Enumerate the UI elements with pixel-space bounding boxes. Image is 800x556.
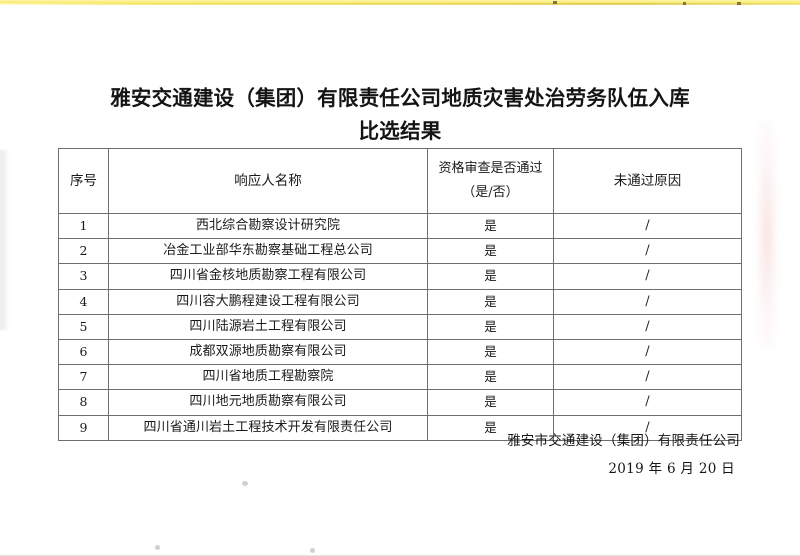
cell-serial-number: 1 <box>58 212 109 240</box>
cell-failure-reason: / <box>553 212 742 240</box>
page-title: 雅安交通建设（集团）有限责任公司地质灾害处治劳务队伍入库 比选结果 <box>70 82 730 148</box>
scan-artifact-top-strip <box>0 0 800 5</box>
page-title-line-1: 雅安交通建设（集团）有限责任公司地质灾害处治劳务队伍入库 <box>110 86 690 110</box>
cell-serial-number: 3 <box>58 263 109 290</box>
scan-artifact-dot <box>242 481 248 486</box>
signature-company-name: 雅安市交通建设（集团）有限责任公司 <box>507 433 740 449</box>
cell-serial-number: 4 <box>58 288 109 315</box>
cell-qualification-passed: 是 <box>427 364 554 391</box>
cell-failure-reason: / <box>553 389 742 416</box>
scan-artifact-speck <box>683 2 686 5</box>
cell-qualification-passed: 是 <box>427 414 554 441</box>
cell-respondent-name: 四川省金核地质勘察工程有限公司 <box>108 263 428 290</box>
table-row: 7 四川省地质工程勘察院 是 / <box>58 364 742 391</box>
cell-respondent-name: 四川省通川岩土工程技术开发有限责任公司 <box>108 414 428 441</box>
column-header-qualification-passed: 资格审查是否通过 （是/否） <box>427 148 554 214</box>
table-header-row: 序号 响应人名称 资格审查是否通过 （是/否） 未通过原因 <box>58 148 742 214</box>
table-header: 序号 响应人名称 资格审查是否通过 （是/否） 未通过原因 <box>58 148 742 214</box>
cell-respondent-name: 成都双源地质勘察有限公司 <box>108 339 428 366</box>
table-row: 4 四川容大鹏程建设工程有限公司 是 / <box>58 288 742 315</box>
cell-respondent-name: 四川省地质工程勘察院 <box>108 364 428 391</box>
column-header-qualification-passed-line-1: 资格审查是否通过 <box>438 161 543 176</box>
column-header-serial-number: 序号 <box>58 148 109 214</box>
cell-respondent-name: 四川容大鹏程建设工程有限公司 <box>108 288 428 315</box>
cell-serial-number: 2 <box>58 238 109 265</box>
cell-respondent-name: 冶金工业部华东勘察基础工程总公司 <box>108 238 428 265</box>
table-row: 1 西北综合勘察设计研究院 是 / <box>58 212 742 240</box>
cell-respondent-name: 西北综合勘察设计研究院 <box>108 212 428 240</box>
cell-failure-reason: / <box>553 364 742 391</box>
cell-failure-reason: / <box>553 339 742 366</box>
bid-result-table: 序号 响应人名称 资格审查是否通过 （是/否） 未通过原因 1 西北综合勘察设计… <box>58 148 742 441</box>
cell-qualification-passed: 是 <box>427 339 554 366</box>
cell-failure-reason: / <box>553 263 742 290</box>
cell-serial-number: 6 <box>58 339 109 366</box>
scan-artifact-right-smudge <box>756 120 778 350</box>
cell-serial-number: 7 <box>58 364 109 391</box>
cell-serial-number: 8 <box>58 389 109 416</box>
signature-date: 2019 年 6 月 20 日 <box>608 461 735 477</box>
scan-artifact-speck <box>553 1 557 4</box>
cell-respondent-name: 四川地元地质勘察有限公司 <box>108 389 428 416</box>
cell-qualification-passed: 是 <box>427 389 554 416</box>
cell-failure-reason: / <box>553 313 742 341</box>
table-row: 8 四川地元地质勘察有限公司 是 / <box>58 389 742 416</box>
cell-qualification-passed: 是 <box>427 288 554 315</box>
scan-artifact-left-smudge <box>0 150 10 330</box>
cell-serial-number: 9 <box>58 414 109 441</box>
cell-serial-number: 5 <box>58 313 109 341</box>
scan-artifact-dot <box>310 548 315 553</box>
page-title-line-2: 比选结果 <box>358 119 442 143</box>
cell-failure-reason: / <box>553 238 742 265</box>
cell-qualification-passed: 是 <box>427 212 554 240</box>
column-header-failure-reason: 未通过原因 <box>553 148 742 214</box>
column-header-respondent-name: 响应人名称 <box>108 148 428 214</box>
cell-qualification-passed: 是 <box>427 238 554 265</box>
cell-failure-reason: / <box>553 288 742 315</box>
scan-artifact-dot <box>155 545 160 550</box>
table-row: 5 四川陆源岩土工程有限公司 是 / <box>58 313 742 341</box>
table-row: 2 冶金工业部华东勘察基础工程总公司 是 / <box>58 238 742 265</box>
column-header-qualification-passed-line-2: （是/否） <box>462 185 519 200</box>
table-row: 3 四川省金核地质勘察工程有限公司 是 / <box>58 263 742 290</box>
cell-failure-reason: / <box>553 414 742 441</box>
table-body: 1 西北综合勘察设计研究院 是 / 2 冶金工业部华东勘察基础工程总公司 是 /… <box>58 212 742 441</box>
cell-qualification-passed: 是 <box>427 263 554 290</box>
table-row: 6 成都双源地质勘察有限公司 是 / <box>58 339 742 366</box>
scan-artifact-speck <box>737 2 741 5</box>
cell-respondent-name: 四川陆源岩土工程有限公司 <box>108 313 428 341</box>
cell-qualification-passed: 是 <box>427 313 554 341</box>
table-row: 9 四川省通川岩土工程技术开发有限责任公司 是 / <box>58 414 742 441</box>
